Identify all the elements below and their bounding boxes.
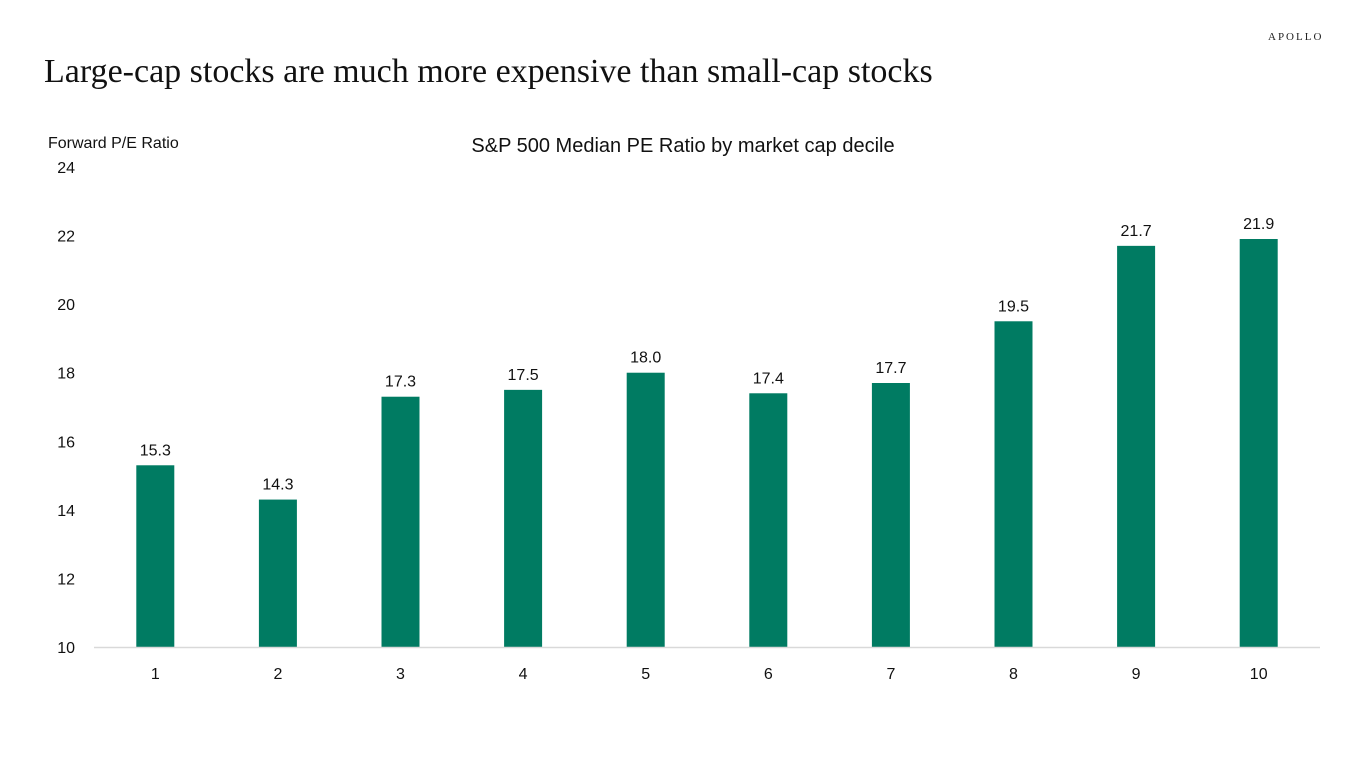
headline: Large-cap stocks are much more expensive…	[44, 53, 933, 90]
y-tick-label: 18	[57, 366, 75, 383]
x-tick-label: 2	[273, 666, 282, 683]
bar-value-label: 21.9	[1243, 216, 1274, 233]
bar-value-label: 17.3	[385, 374, 416, 391]
bar-value-label: 14.3	[262, 477, 293, 494]
bar-value-label: 17.5	[508, 367, 539, 384]
x-tick-label: 8	[1009, 666, 1018, 683]
x-tick-label: 9	[1132, 666, 1141, 683]
y-tick-label: 20	[57, 297, 75, 314]
bar	[994, 321, 1033, 647]
y-axis-ticks: 10 12 14 16 18 20 22 24	[57, 160, 75, 657]
bar	[1239, 239, 1278, 647]
bar	[381, 396, 420, 647]
chart-title: S&P 500 Median PE Ratio by market cap de…	[471, 135, 894, 157]
bar-value-label: 18.0	[630, 350, 661, 367]
y-tick-label: 10	[57, 640, 75, 657]
x-axis-ticks: 1 2 3 4 5 6 7 8 9 10	[151, 666, 1268, 683]
bars	[136, 239, 1278, 647]
x-tick-label: 3	[396, 666, 405, 683]
bar	[258, 499, 297, 647]
y-tick-label: 16	[57, 434, 75, 451]
y-tick-label: 12	[57, 571, 75, 588]
bar-value-label: 17.7	[875, 360, 906, 377]
bar	[1117, 245, 1156, 647]
x-tick-label: 7	[886, 666, 895, 683]
bar-value-label: 21.7	[1121, 223, 1152, 240]
bar	[626, 372, 665, 647]
x-tick-label: 1	[151, 666, 160, 683]
y-tick-label: 14	[57, 503, 75, 520]
x-tick-label: 4	[519, 666, 528, 683]
x-tick-label: 6	[764, 666, 773, 683]
y-tick-label: 22	[57, 229, 75, 246]
bar-value-label: 15.3	[140, 442, 171, 459]
data-labels: 15.3 14.3 17.3 17.5 18.0 17.4 17.7 19.5 21.7 21.9	[140, 216, 1275, 494]
bar	[749, 393, 788, 647]
bar	[504, 389, 543, 647]
bar-value-label: 19.5	[998, 298, 1029, 315]
bar-value-label: 17.4	[753, 370, 784, 387]
x-tick-label: 10	[1250, 666, 1268, 683]
y-tick-label: 24	[57, 160, 75, 177]
x-tick-label: 5	[641, 666, 650, 683]
bar	[136, 465, 175, 647]
y-axis-label: Forward P/E Ratio	[48, 135, 179, 152]
brand-logo: APOLLO	[1268, 31, 1324, 43]
bar	[871, 383, 910, 647]
